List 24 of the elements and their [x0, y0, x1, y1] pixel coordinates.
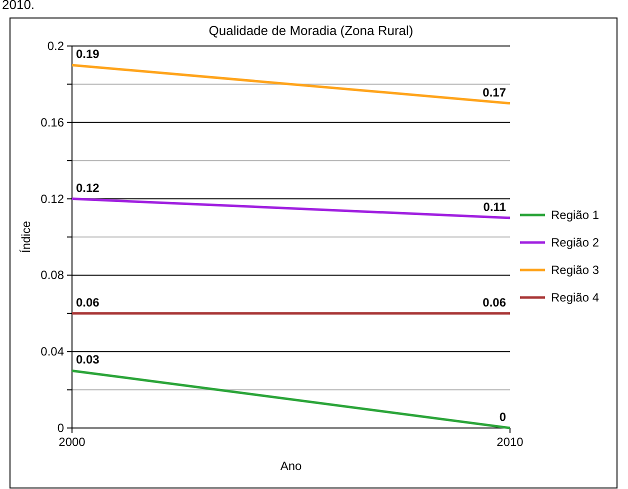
y-tick-label: 0.2	[47, 39, 64, 53]
data-label: 0.12	[76, 180, 100, 195]
data-label: 0.06	[482, 295, 506, 310]
legend-label: Região 2	[551, 236, 600, 250]
data-label: 0.06	[76, 295, 100, 310]
y-axis-title: Índice	[19, 220, 33, 254]
chart-title: Qualidade de Moradia (Zona Rural)	[208, 23, 414, 38]
data-label: 0	[499, 410, 506, 424]
y-tick-label: 0.16	[40, 115, 64, 130]
x-tick-label: 2000	[58, 435, 86, 449]
y-tick-label: 0.04	[40, 344, 64, 359]
y-tick-label: 0	[57, 421, 64, 435]
x-tick-label: 2010	[496, 435, 524, 449]
data-label: 0.17	[482, 85, 506, 100]
y-tick-label: 0.12	[40, 192, 64, 206]
data-label: 0.11	[483, 200, 506, 214]
legend-label: Região 1	[551, 208, 600, 222]
y-tick-label: 0.08	[40, 268, 64, 282]
legend-label: Região 4	[551, 290, 600, 304]
text: 2010.	[2, 0, 35, 12]
x-axis-title: Ano	[280, 459, 302, 473]
data-label: 0.19	[76, 47, 100, 62]
data-label: 0.03	[76, 352, 100, 367]
legend-label: Região 3	[551, 263, 600, 277]
